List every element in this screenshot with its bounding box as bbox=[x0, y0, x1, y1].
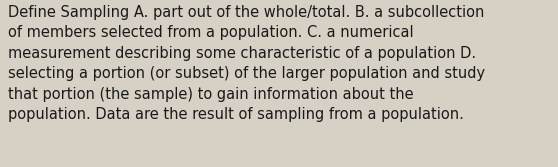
Text: Define Sampling A. part out of the whole/total. B. a subcollection
of members se: Define Sampling A. part out of the whole… bbox=[8, 5, 485, 122]
